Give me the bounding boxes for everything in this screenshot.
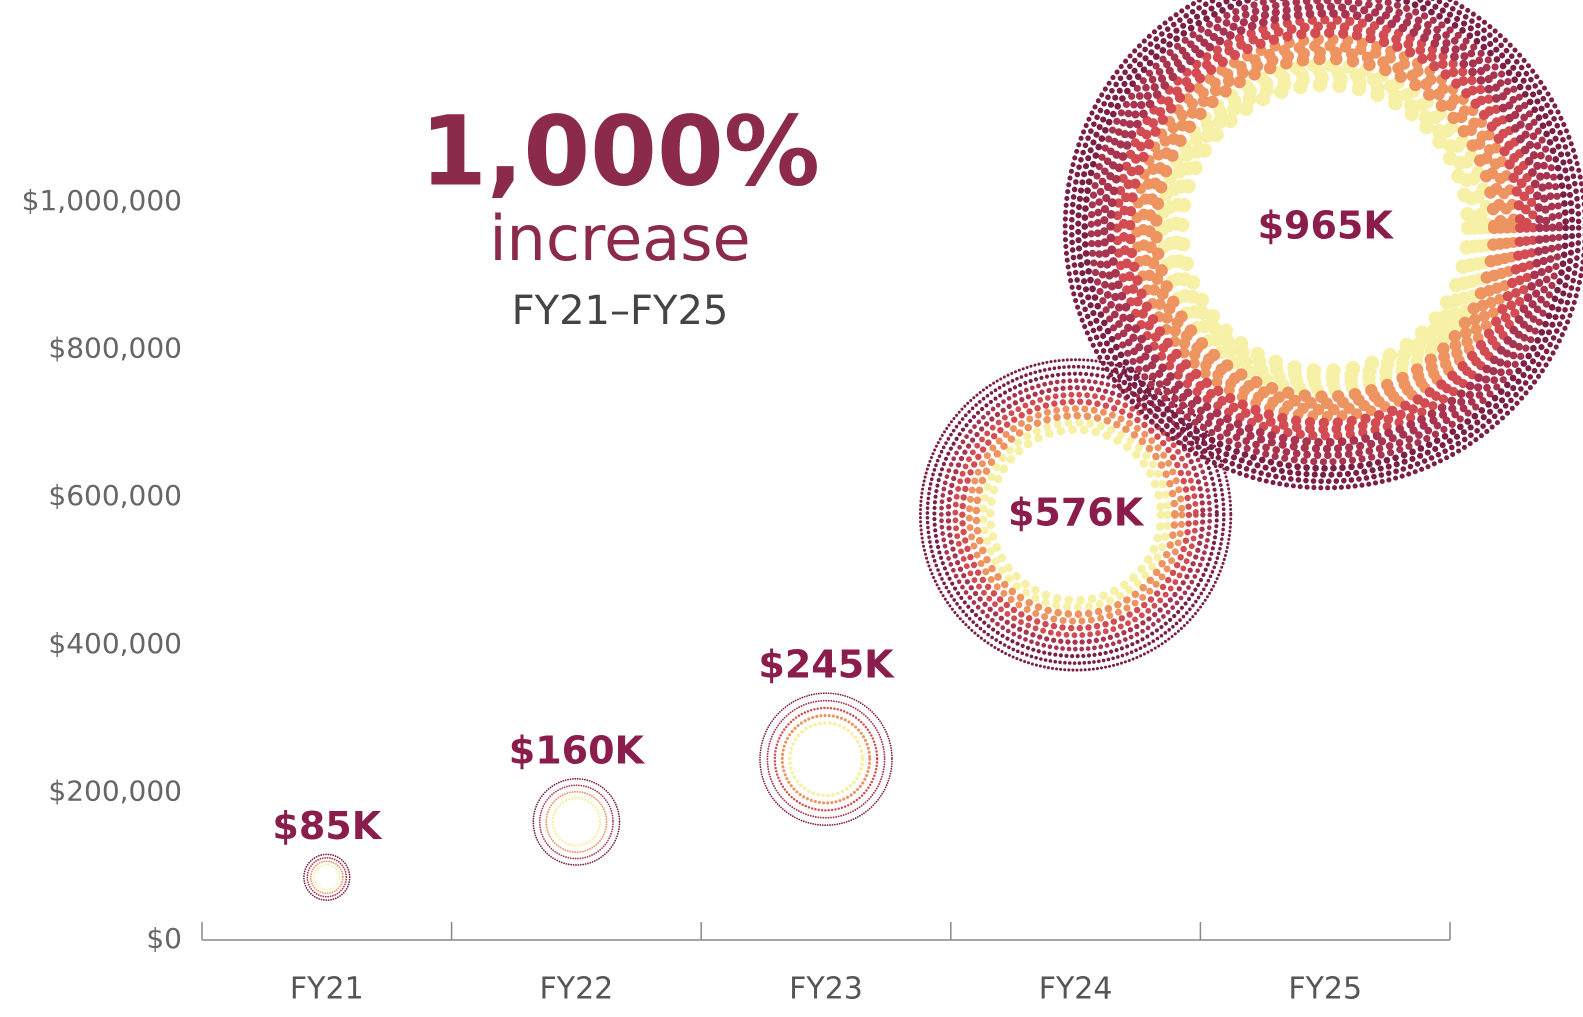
bubble-ring — [782, 715, 869, 802]
bubble — [304, 854, 350, 900]
bubble-ring — [307, 858, 346, 897]
value-label: $85K — [272, 804, 382, 848]
bubble-ring — [553, 798, 600, 845]
chart: 1,000% increase FY21–FY25 $0 $200,000 $400… — [0, 0, 1583, 1017]
value-label: $965K — [1258, 203, 1395, 247]
headline-text: increase — [489, 202, 750, 275]
value-label: $576K — [1008, 490, 1145, 534]
bubble-ring — [790, 723, 863, 796]
bubble — [760, 693, 892, 825]
headline-number: 1,000% — [420, 95, 820, 207]
bubble-ring — [311, 861, 343, 893]
y-tick-label: $1,000,000 — [22, 184, 182, 217]
value-label: $245K — [758, 643, 895, 687]
bubble-ring — [767, 701, 884, 818]
value-label: $160K — [509, 728, 646, 772]
y-tick-label: $400,000 — [48, 627, 182, 660]
bubble-ring — [546, 792, 606, 852]
bubble — [533, 779, 619, 865]
bubble-ring — [760, 693, 892, 825]
y-tick-label: $0 — [146, 922, 182, 955]
y-tick-label: $600,000 — [48, 479, 182, 512]
x-tick-label: FY22 — [540, 972, 614, 1007]
headline-period: FY21–FY25 — [512, 288, 729, 334]
x-tick-label: FY21 — [290, 972, 364, 1007]
x-tick-label: FY23 — [789, 972, 863, 1007]
bubble-ring — [314, 865, 339, 890]
y-tick-label: $800,000 — [48, 332, 182, 365]
x-tick-label: FY24 — [1039, 972, 1113, 1007]
bubble-ring — [540, 785, 613, 858]
y-tick-label: $200,000 — [48, 774, 182, 807]
x-tick-label: FY25 — [1288, 972, 1362, 1007]
